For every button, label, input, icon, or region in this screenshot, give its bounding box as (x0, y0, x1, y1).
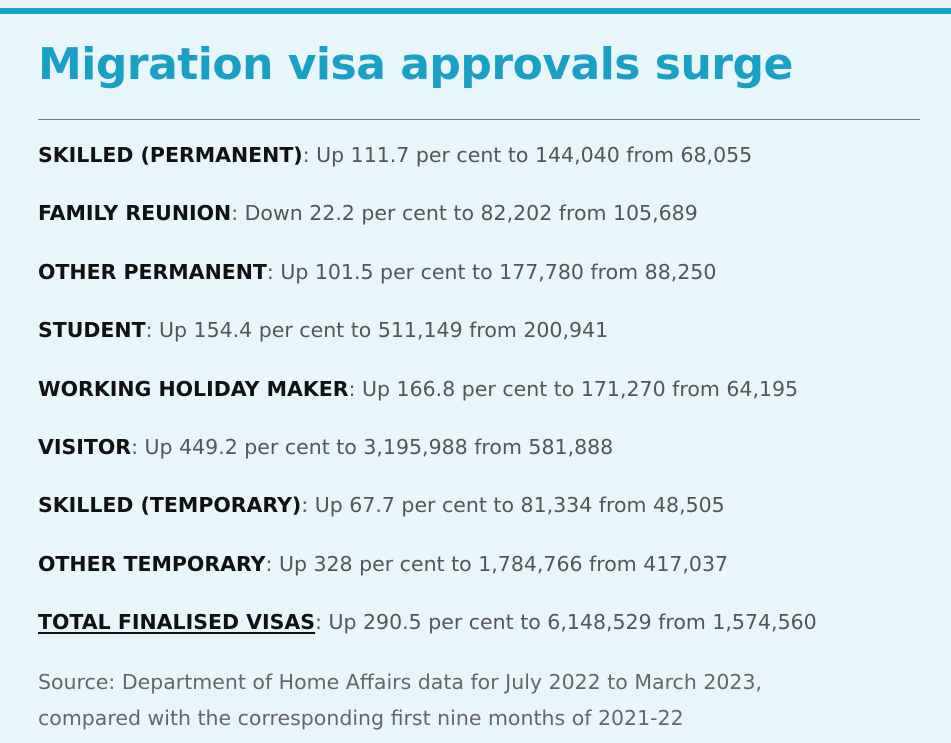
stat-separator: : (266, 259, 274, 284)
stat-detail: Up 166.8 per cent to 171,270 from 64,195 (355, 376, 799, 401)
stat-label: WORKING HOLIDAY MAKER (38, 376, 349, 401)
stat-detail: Down 22.2 per cent to 82,202 from 105,68… (238, 201, 698, 226)
stat-row-student: STUDENT: Up 154.4 per cent to 511,149 fr… (38, 313, 943, 371)
source-note: Source: Department of Home Affairs data … (38, 664, 943, 736)
stat-label: VISITOR (38, 434, 132, 459)
stat-detail: Up 154.4 per cent to 511,149 from 200,94… (152, 318, 609, 343)
stat-detail: Up 101.5 per cent to 177,780 from 88,250 (273, 259, 717, 284)
stat-detail: Up 449.2 per cent to 3,195,988 from 581,… (138, 434, 614, 459)
stat-row-other-permanent: OTHER PERMANENT: Up 101.5 per cent to 17… (38, 255, 943, 313)
title-divider (38, 119, 920, 120)
stat-separator: : (265, 551, 273, 576)
stat-label: TOTAL FINALISED VISAS (38, 610, 316, 635)
stat-row-other-temporary: OTHER TEMPORARY: Up 328 per cent to 1,78… (38, 547, 943, 605)
stat-row-family-reunion: FAMILY REUNION: Down 22.2 per cent to 82… (38, 196, 943, 254)
stat-separator: : (348, 376, 356, 401)
stat-row-total-finalised-visas: TOTAL FINALISED VISAS: Up 290.5 per cent… (38, 605, 943, 663)
source-line: compared with the corresponding first ni… (38, 706, 684, 730)
stat-label: STUDENT (38, 318, 146, 343)
stat-separator: : (315, 610, 322, 635)
accent-bar (0, 8, 951, 14)
stat-separator: : (145, 318, 153, 343)
stat-label: FAMILY REUNION (38, 201, 232, 226)
stat-detail: Up 328 per cent to 1,784,766 from 417,03… (272, 551, 729, 576)
stat-separator: : (131, 434, 139, 459)
stat-row-visitor: VISITOR: Up 449.2 per cent to 3,195,988 … (38, 430, 943, 488)
stat-label: OTHER TEMPORARY (38, 551, 266, 576)
source-line: Source: Department of Home Affairs data … (38, 670, 763, 694)
stat-detail: Up 111.7 per cent to 144,040 from 68,055 (309, 143, 753, 167)
stat-separator: : (301, 493, 309, 518)
stat-label: OTHER PERMANENT (38, 259, 267, 284)
stat-detail: Up 290.5 per cent to 6,148,529 from 1,57… (321, 610, 817, 635)
stat-row-skilled-temporary: SKILLED (TEMPORARY): Up 67.7 per cent to… (38, 488, 943, 546)
stat-label: SKILLED (TEMPORARY) (38, 493, 302, 518)
stat-list: SKILLED (PERMANENT): Up 111.7 per cent t… (38, 138, 943, 664)
stat-label: SKILLED (PERMANENT) (38, 143, 303, 167)
stat-row-skilled-permanent: SKILLED (PERMANENT): Up 111.7 per cent t… (38, 138, 943, 196)
stat-separator: : (231, 201, 239, 226)
stat-separator: : (302, 143, 310, 167)
stat-row-working-holiday-maker: WORKING HOLIDAY MAKER: Up 166.8 per cent… (38, 372, 943, 430)
page-title: Migration visa approvals surge (38, 39, 793, 90)
stat-detail: Up 67.7 per cent to 81,334 from 48,505 (308, 493, 725, 518)
